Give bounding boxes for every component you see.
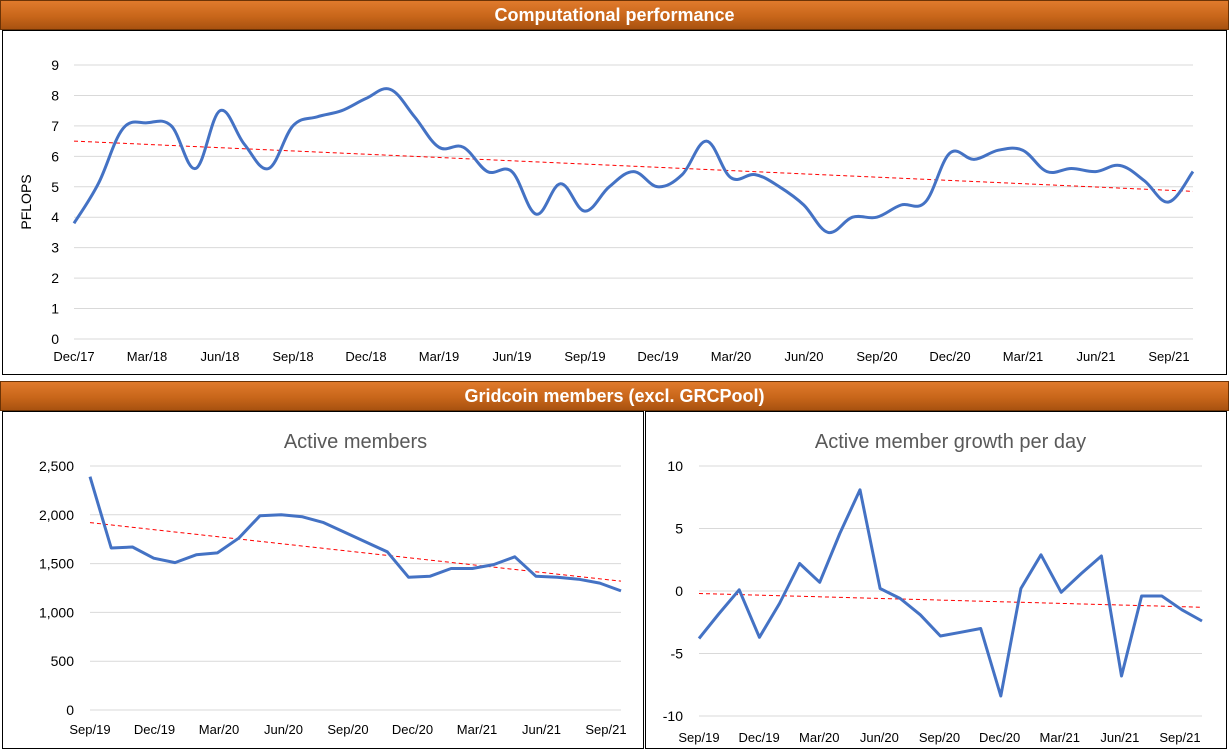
member-growth-title: Active member growth per day (815, 431, 1086, 453)
performance-x-tick: Sep/18 (272, 349, 313, 364)
active-members-x-tick: Jun/20 (264, 722, 303, 737)
performance-x-tick: Mar/20 (711, 349, 751, 364)
active-members-series-line (90, 477, 621, 591)
performance-trendline (74, 141, 1193, 191)
active-members-y-tick: 500 (51, 653, 75, 669)
member-growth-series-line (699, 490, 1202, 696)
member-growth-x-tick: Jun/21 (1100, 730, 1139, 745)
active-members-x-tick: Sep/20 (327, 722, 368, 737)
active-members-chart: Active members 0 500 1,000 1,500 2,000 2,500 Se… (3, 412, 643, 748)
performance-y-tick: 0 (51, 331, 59, 347)
performance-x-tick: Jun/18 (200, 349, 239, 364)
member-growth-x-tick: Dec/20 (979, 730, 1020, 745)
active-members-x-tick: Mar/21 (457, 722, 497, 737)
performance-x-tick: Jun/19 (492, 349, 531, 364)
member-growth-y-tick: 5 (675, 521, 683, 537)
performance-x-tick: Sep/19 (564, 349, 605, 364)
performance-y-tick: 8 (51, 87, 59, 103)
active-members-x-tick: Jun/21 (522, 722, 561, 737)
active-members-trendline (90, 523, 621, 582)
performance-y-tick: 4 (51, 209, 59, 225)
active-members-x-tick: Mar/20 (199, 722, 239, 737)
performance-x-tick: Dec/17 (53, 349, 94, 364)
performance-y-tick: 6 (51, 148, 59, 164)
member-growth-trendline (699, 594, 1202, 608)
active-members-y-tick: 1,500 (39, 556, 74, 572)
performance-x-tick: Dec/20 (929, 349, 970, 364)
performance-series-line (74, 89, 1193, 233)
members-header-title: Gridcoin members (excl. GRCPool) (464, 386, 764, 407)
member-growth-y-tick: 10 (667, 458, 683, 474)
performance-chart-panel: PFLOPS 0 1 2 3 4 5 6 7 8 9 Dec/17 Mar/18 Jun/18 Sep/18… (2, 30, 1227, 375)
member-growth-panel: Active member growth per day -10 -5 0 5 10 Sep… (645, 411, 1227, 749)
performance-ylabel: PFLOPS (18, 174, 34, 229)
active-members-panel: Active members 0 500 1,000 1,500 2,000 2,500 Se… (2, 411, 644, 749)
performance-x-tick: Dec/18 (345, 349, 386, 364)
member-growth-x-tick: Mar/21 (1040, 730, 1080, 745)
members-header: Gridcoin members (excl. GRCPool) (0, 381, 1229, 411)
performance-y-tick: 3 (51, 240, 59, 256)
performance-x-tick: Dec/19 (637, 349, 678, 364)
active-members-y-tick: 0 (66, 702, 74, 718)
performance-y-tick: 5 (51, 179, 59, 195)
member-growth-y-tick: 0 (675, 583, 683, 599)
member-growth-x-tick: Mar/20 (799, 730, 839, 745)
performance-x-tick: Mar/21 (1003, 349, 1043, 364)
active-members-y-tick: 1,000 (39, 604, 74, 620)
performance-chart: PFLOPS 0 1 2 3 4 5 6 7 8 9 Dec/17 Mar/18 Jun/18 Sep/18… (3, 31, 1226, 374)
active-members-title: Active members (284, 431, 427, 453)
active-members-x-tick: Dec/20 (392, 722, 433, 737)
active-members-x-tick: Sep/21 (585, 722, 626, 737)
active-members-y-tick: 2,500 (39, 458, 74, 474)
performance-header-title: Computational performance (494, 5, 734, 26)
performance-x-tick: Sep/20 (856, 349, 897, 364)
member-growth-x-tick: Sep/21 (1159, 730, 1200, 745)
member-growth-y-tick: -5 (671, 646, 684, 662)
active-members-x-tick: Dec/19 (134, 722, 175, 737)
performance-x-tick: Sep/21 (1148, 349, 1189, 364)
performance-x-tick: Jun/20 (784, 349, 823, 364)
performance-x-tick: Mar/18 (127, 349, 167, 364)
active-members-x-tick: Sep/19 (69, 722, 110, 737)
performance-y-tick: 9 (51, 57, 59, 73)
performance-y-tick: 1 (51, 301, 59, 317)
member-growth-chart: Active member growth per day -10 -5 0 5 10 Sep… (646, 412, 1226, 748)
member-growth-x-tick: Dec/19 (739, 730, 780, 745)
performance-y-tick: 7 (51, 118, 59, 134)
member-growth-x-tick: Jun/20 (860, 730, 899, 745)
performance-header: Computational performance (0, 0, 1229, 30)
member-growth-x-tick: Sep/20 (919, 730, 960, 745)
performance-x-tick: Mar/19 (419, 349, 459, 364)
member-growth-x-tick: Sep/19 (678, 730, 719, 745)
member-growth-y-tick: -10 (663, 708, 683, 724)
active-members-y-tick: 2,000 (39, 507, 74, 523)
performance-x-tick: Jun/21 (1076, 349, 1115, 364)
performance-y-tick: 2 (51, 270, 59, 286)
